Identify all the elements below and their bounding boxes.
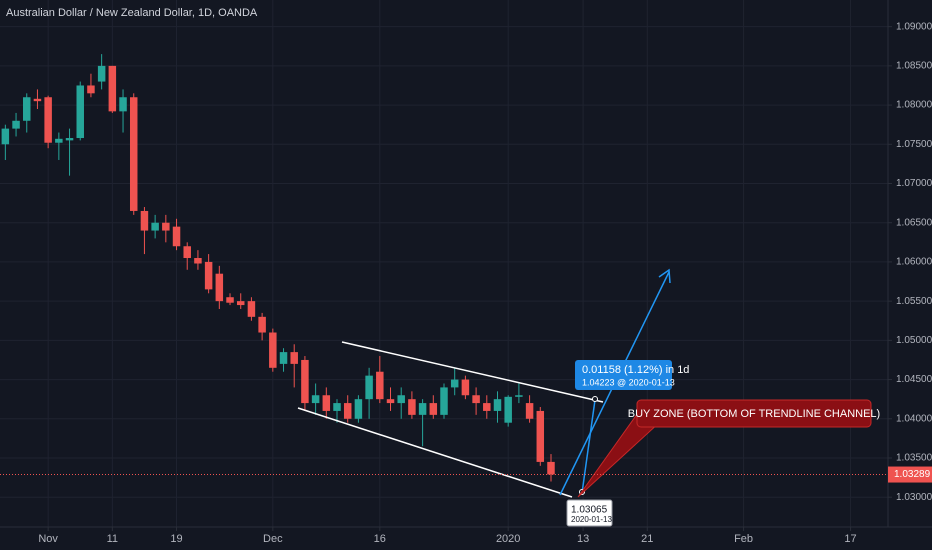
y-tick-label: 1.05000 xyxy=(896,335,932,346)
candle-body xyxy=(515,395,523,397)
y-tick-label: 1.05500 xyxy=(896,296,932,307)
x-tick-label: 2020 xyxy=(496,533,520,545)
candle-body xyxy=(472,395,480,404)
measure-subtext: 1.04223 @ 2020-01-13 xyxy=(582,377,675,387)
candles xyxy=(1,54,555,482)
candle-body xyxy=(536,410,545,462)
y-tick-label: 1.03000 xyxy=(896,492,932,503)
candle-body xyxy=(440,387,448,415)
y-tick-label: 1.09000 xyxy=(896,21,932,32)
candle-body xyxy=(162,222,170,231)
candle-body xyxy=(226,297,234,303)
measure-point xyxy=(592,396,598,402)
y-tick-label: 1.04500 xyxy=(896,374,932,385)
y-tick-label: 1.08000 xyxy=(896,100,932,111)
candle-body xyxy=(461,379,470,396)
last-price-label: 1.03289 xyxy=(894,469,931,480)
candle-body xyxy=(322,395,331,411)
x-tick-label: Nov xyxy=(38,533,58,545)
measure-line xyxy=(581,399,596,494)
candle-body xyxy=(204,261,213,290)
lower-trendline xyxy=(297,407,573,498)
candle-body xyxy=(12,120,20,129)
candle-body xyxy=(493,399,502,411)
candle-body xyxy=(269,332,277,368)
candle-body xyxy=(279,352,288,364)
candle-body xyxy=(333,403,341,411)
x-tick-label: 11 xyxy=(107,533,118,545)
candle-body xyxy=(365,375,373,400)
measure-text: 0.01158 (1.12%) in 1d xyxy=(582,364,689,376)
candle-body xyxy=(311,395,320,404)
price-axis xyxy=(888,0,932,550)
y-tick-label: 1.06500 xyxy=(896,217,932,228)
candle-body xyxy=(397,395,405,404)
candle-body xyxy=(354,399,363,419)
x-tick-label: 17 xyxy=(844,533,856,545)
chart-title: Australian Dollar / New Zealand Dollar, … xyxy=(6,7,258,19)
drawings: 0.01158 (1.12%) in 1d 1.04223 @ 2020-01-… xyxy=(297,268,880,527)
candle-body xyxy=(301,359,309,404)
candle-body xyxy=(247,301,256,317)
x-tick-label: 19 xyxy=(170,533,182,545)
candle-body xyxy=(23,97,31,121)
point-box xyxy=(566,499,613,527)
candle-body xyxy=(408,399,416,415)
x-tick-label: Feb xyxy=(734,533,753,545)
candle-body xyxy=(194,258,202,264)
candle-body xyxy=(386,399,395,404)
candle-body xyxy=(504,396,512,423)
candle-body xyxy=(343,403,352,419)
y-tick-label: 1.03500 xyxy=(896,453,932,464)
candle-body xyxy=(525,403,534,419)
y-tick-label: 1.04000 xyxy=(896,413,932,424)
y-tick-label: 1.06000 xyxy=(896,257,932,268)
candle-body xyxy=(172,226,181,247)
point-price: 1.03065 xyxy=(571,505,608,516)
candle-body xyxy=(76,85,84,139)
axes: 1.03000 1.03500 1.04000 1.04500 1.05000 1.055… xyxy=(0,21,932,545)
candle-body xyxy=(33,98,42,102)
point-date: 2020-01-13 xyxy=(571,515,612,524)
candle-body xyxy=(108,65,117,112)
x-tick-label: 13 xyxy=(577,533,589,545)
last-price-box xyxy=(888,466,932,483)
candle-body xyxy=(129,97,138,211)
grid xyxy=(0,0,888,527)
callout-box xyxy=(636,399,872,428)
candle-body xyxy=(44,97,52,143)
candle-body xyxy=(65,138,74,141)
measure-box xyxy=(575,360,672,390)
candle-body xyxy=(376,371,384,400)
candle-body xyxy=(140,210,149,231)
callout-text: BUY ZONE (BOTTOM OF TRENDLINE CHANNEL) xyxy=(628,408,880,420)
y-tick-label: 1.07000 xyxy=(896,178,932,189)
candle-body xyxy=(183,246,191,259)
candle-body xyxy=(97,65,106,82)
candle-body xyxy=(290,352,298,364)
arrow-head xyxy=(658,268,671,284)
upper-trendline xyxy=(341,341,604,403)
candle-body xyxy=(450,379,459,388)
candle-body xyxy=(1,128,10,145)
candle-body xyxy=(119,97,127,112)
y-tick-label: 1.08500 xyxy=(896,61,932,72)
candle-body xyxy=(151,222,159,231)
x-tick-label: Dec xyxy=(263,533,283,545)
candle-body xyxy=(55,138,63,143)
candle-body xyxy=(87,85,95,94)
x-tick-label: 21 xyxy=(641,533,653,545)
x-tick-label: 16 xyxy=(374,533,386,545)
candle-body xyxy=(547,461,555,475)
candle-body xyxy=(215,273,224,302)
candle-body xyxy=(418,403,427,415)
y-tick-label: 1.07500 xyxy=(896,139,932,150)
candle-body xyxy=(429,403,438,415)
candle-body xyxy=(483,403,491,411)
candle-body xyxy=(258,316,266,333)
candle-body xyxy=(236,301,245,306)
